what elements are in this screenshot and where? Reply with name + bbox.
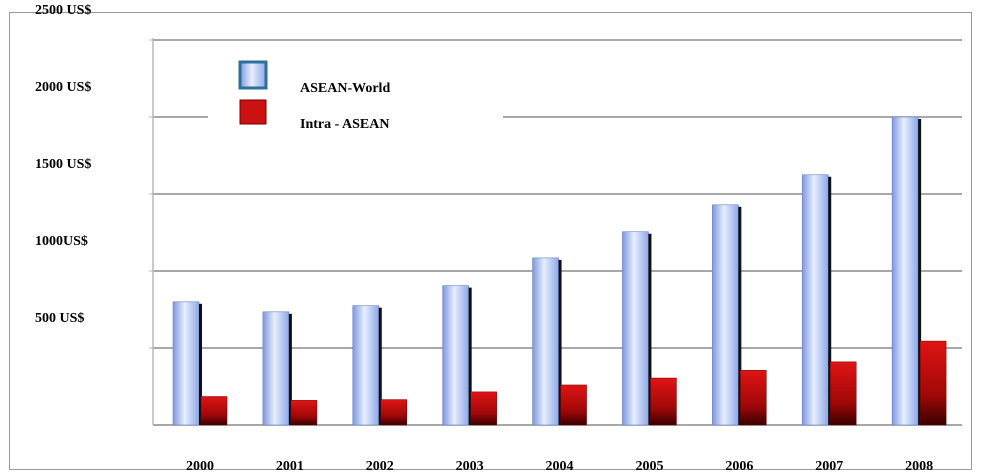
bar-intra-asean	[470, 391, 497, 426]
y-axis	[149, 38, 154, 425]
chart-frame	[9, 12, 972, 470]
bar-asean-world-shadow	[918, 119, 922, 425]
x-tick-label: 2001	[276, 459, 304, 474]
x-tick-label: 2000	[186, 459, 214, 474]
bar-intra-asean	[650, 377, 677, 426]
bar-intra-asean	[560, 384, 587, 426]
legend-label-intra-asean: Intra - ASEAN	[300, 117, 389, 132]
bar-asean-world	[172, 301, 200, 426]
bar-asean-world	[801, 174, 829, 426]
legend-label-asean-world: ASEAN-World	[300, 81, 390, 96]
bar-asean-world	[891, 116, 919, 426]
bar-intra-asean	[829, 361, 857, 426]
legend-swatch-asean-world	[238, 60, 268, 90]
bar-asean-world-shadow	[199, 303, 202, 425]
legend-swatch-intra-asean	[239, 99, 267, 125]
bar-asean-world-shadow	[828, 176, 832, 425]
bar-asean-world	[712, 204, 739, 426]
y-tick-label: 500 US$	[35, 311, 84, 326]
bar-asean-world	[352, 305, 380, 426]
x-tick-label: 2005	[635, 459, 663, 474]
bar-intra-asean	[200, 396, 228, 426]
bar-intra-asean	[290, 400, 318, 426]
y-tick-label: 2500 US$	[35, 3, 91, 18]
bar-asean-world-shadow	[468, 287, 472, 425]
x-tick-labels: 2000 2001 2002 2003 2004 2005 2006 2007 2008	[186, 459, 933, 474]
bar-asean-world	[442, 285, 469, 426]
y-tick-label: 1000US$	[35, 234, 88, 249]
x-tick-label: 2008	[905, 459, 933, 474]
y-tick-label: 1500 US$	[35, 157, 91, 172]
bars	[172, 116, 947, 426]
bar-asean-world-shadow	[648, 233, 652, 425]
bar-asean-world	[262, 311, 290, 426]
y-tick-label: 2000 US$	[35, 80, 91, 95]
x-tick-label: 2003	[456, 459, 484, 474]
bar-intra-asean	[380, 399, 408, 426]
bar-asean-world-shadow	[288, 313, 292, 425]
bar-asean-world-shadow	[738, 206, 742, 425]
x-tick-label: 2004	[546, 459, 574, 474]
y-tick-labels: 500 US$ 1000US$ 1500 US$ 2000 US$ 2500 US$	[35, 3, 91, 326]
x-tick-label: 2002	[366, 459, 394, 474]
bar-asean-world-shadow	[558, 259, 562, 425]
bar-asean-world	[532, 257, 559, 426]
x-tick-label: 2007	[815, 459, 843, 474]
legend: ASEAN-World Intra - ASEAN	[208, 44, 503, 136]
x-tick-label: 2006	[725, 459, 753, 474]
bar-intra-asean	[740, 370, 767, 426]
bar-asean-world-shadow	[378, 307, 382, 425]
bar-asean-world	[622, 231, 649, 426]
bar-intra-asean	[919, 340, 947, 426]
